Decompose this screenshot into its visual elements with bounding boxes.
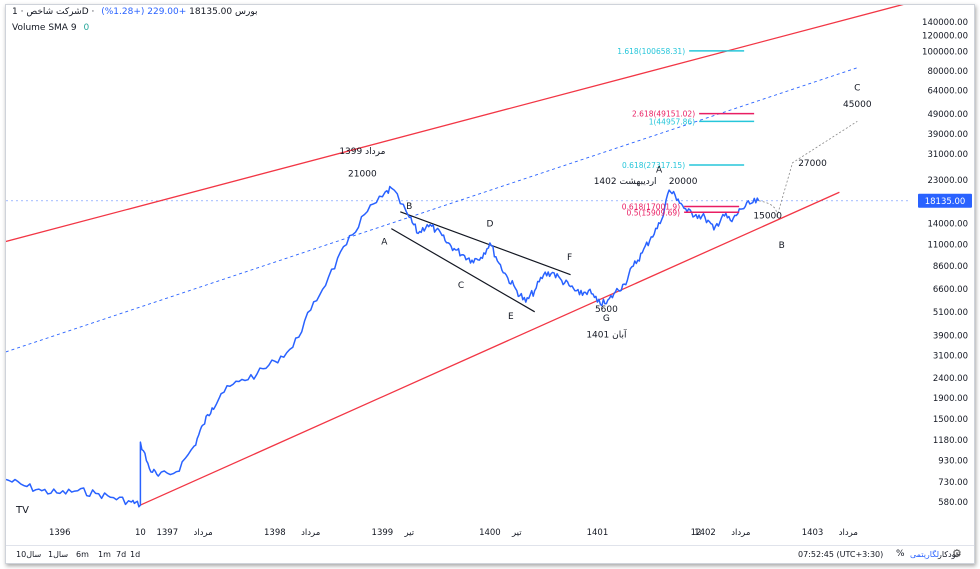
y-tick-label: 31000.00 — [927, 150, 968, 160]
annotation-label: G — [603, 314, 610, 324]
price-change: +229.00 (+1.28%) — [101, 7, 187, 17]
symbol-name[interactable]: شرکت شاخص · 1D · بورس — [12, 7, 258, 17]
auto-toggle[interactable]: خودکار — [938, 550, 961, 559]
x-tick-label: تیر — [403, 528, 414, 538]
symbol-header: شرکت شاخص · 1D · بورس 18135.00 +229.00 (… — [12, 7, 258, 17]
fib-level-label: 1.618(100658.31) — [617, 47, 685, 56]
x-tick-label: مرداد — [839, 528, 858, 538]
last-price-header: 18135.00 — [189, 7, 233, 17]
triangle-lower-line — [391, 228, 536, 313]
annotation-label: مرداد 1399 — [339, 147, 385, 157]
x-tick-label: 1397 — [156, 528, 178, 538]
fib-level-label: 2.618(49151.02) — [632, 110, 695, 119]
annotation-label: B — [406, 202, 412, 212]
y-tick-label: 3100.00 — [933, 351, 968, 361]
price-chart[interactable]: 140000.00 120000.00 100000.00 80000.00 64000… — [6, 5, 974, 545]
y-tick-label: 6600.00 — [933, 285, 968, 295]
y-tick-label: 14000.00 — [927, 219, 968, 229]
y-tick-label: 23000.00 — [927, 176, 968, 186]
annotation-label: 20000 — [669, 177, 698, 187]
annotation-label: C — [854, 83, 860, 93]
annotation-label: 21000 — [348, 169, 377, 179]
y-tick-label: 2400.00 — [933, 374, 968, 384]
y-tick-label: 930.00 — [938, 457, 968, 467]
volume-value: 0 — [83, 23, 90, 33]
y-tick-label: 1900.00 — [933, 394, 968, 404]
y-tick-label: 5100.00 — [933, 308, 968, 318]
range-1d[interactable]: 1d — [130, 550, 141, 559]
price-axis: 140000.00 120000.00 100000.00 80000.00 64000… — [922, 18, 968, 508]
x-tick-label: 12 — [691, 528, 702, 538]
y-tick-label: 140000.00 — [922, 18, 968, 28]
x-tick-label: 1399 — [372, 528, 394, 538]
annotation-label: A — [656, 166, 663, 176]
x-tick-label: تیر — [511, 528, 522, 538]
range-1m[interactable]: 1m — [98, 550, 111, 559]
volume-indicator[interactable]: Volume SMA 9 0 — [12, 23, 89, 33]
fib-level-label: 0.5(15909.69) — [627, 208, 681, 217]
last-price-label: 18135.00 — [925, 197, 966, 207]
annotation-label: D — [486, 220, 493, 230]
x-tick-label: مرداد — [194, 528, 213, 538]
annotation-label: 5600 — [595, 305, 618, 315]
fib-level-label: 0.618(27317.15) — [622, 161, 685, 170]
bottom-toolbar: 1d 7d 1m 6m 1سال 10سال 07:52:45 (UTC+3:3… — [6, 545, 974, 563]
y-tick-label: 80000.00 — [927, 67, 968, 77]
tradingview-logo: TV — [15, 505, 29, 516]
channel-mid-line — [6, 67, 858, 353]
range-1y[interactable]: 1سال — [48, 550, 69, 559]
annotation-label: آبان 1401 — [586, 329, 627, 341]
annotation-label: C — [458, 281, 464, 291]
range-7d[interactable]: 7d — [116, 550, 127, 559]
annotation-label: E — [508, 312, 514, 322]
annotation-label: 45000 — [843, 100, 872, 110]
chart-frame: شرکت شاخص · 1D · بورس 18135.00 +229.00 (… — [5, 4, 975, 564]
log-toggle[interactable]: لگاریتمی — [910, 550, 940, 559]
y-tick-label: 39000.00 — [927, 130, 968, 140]
y-tick-label: 49000.00 — [927, 110, 968, 120]
x-tick-label: 1400 — [479, 528, 501, 538]
percent-toggle[interactable]: % — [896, 549, 905, 559]
x-tick-label: 1401 — [587, 528, 609, 538]
x-tick-label: مرداد — [731, 528, 750, 538]
range-10y[interactable]: 10سال — [16, 550, 42, 559]
gear-icon[interactable]: ⚙ — [952, 547, 962, 560]
x-tick-label: 1403 — [802, 528, 824, 538]
range-6m[interactable]: 6m — [76, 550, 89, 559]
clock: 07:52:45 (UTC+3:30) — [798, 550, 884, 559]
annotation-label: B — [779, 241, 785, 251]
y-tick-label: 64000.00 — [927, 86, 968, 96]
time-axis: 1396 10 1397 مرداد 1398 مرداد 1399 تیر 1400 تیر 14… — [49, 528, 858, 538]
projected-path — [758, 120, 858, 218]
price-line — [6, 185, 760, 508]
channel-upper-line — [6, 5, 904, 243]
y-tick-label: 1500.00 — [933, 415, 968, 425]
fib-level-label: 0.618(17001.9) — [622, 202, 680, 211]
y-tick-label: 100000.00 — [922, 47, 968, 57]
annotation-label: 27000 — [798, 159, 827, 169]
y-tick-label: 120000.00 — [922, 31, 968, 41]
annotation-label: 15000 — [753, 212, 782, 222]
channel-lower-line — [140, 191, 840, 506]
x-tick-label: 10 — [135, 528, 146, 538]
annotation-label: F — [567, 253, 572, 263]
last-price-badge — [918, 193, 972, 208]
volume-label: Volume SMA 9 — [12, 23, 77, 33]
fib-level-label: 1(44957.86) — [649, 117, 695, 126]
y-tick-label: 580.00 — [938, 498, 968, 508]
x-tick-label: 1402 — [694, 528, 716, 538]
y-tick-label: 3900.00 — [933, 331, 968, 341]
triangle-upper-line — [400, 211, 571, 276]
y-tick-label: 8600.00 — [933, 262, 968, 272]
x-tick-label: 1398 — [264, 528, 286, 538]
y-tick-label: 1180.00 — [933, 436, 968, 446]
y-tick-label: 730.00 — [938, 478, 968, 488]
annotation-label: A — [381, 238, 388, 248]
y-tick-label: 11000.00 — [927, 241, 968, 251]
x-tick-label: مرداد — [301, 528, 320, 538]
x-tick-label: 1396 — [49, 528, 71, 538]
annotation-label: اردیبهشت 1402 — [594, 177, 657, 187]
